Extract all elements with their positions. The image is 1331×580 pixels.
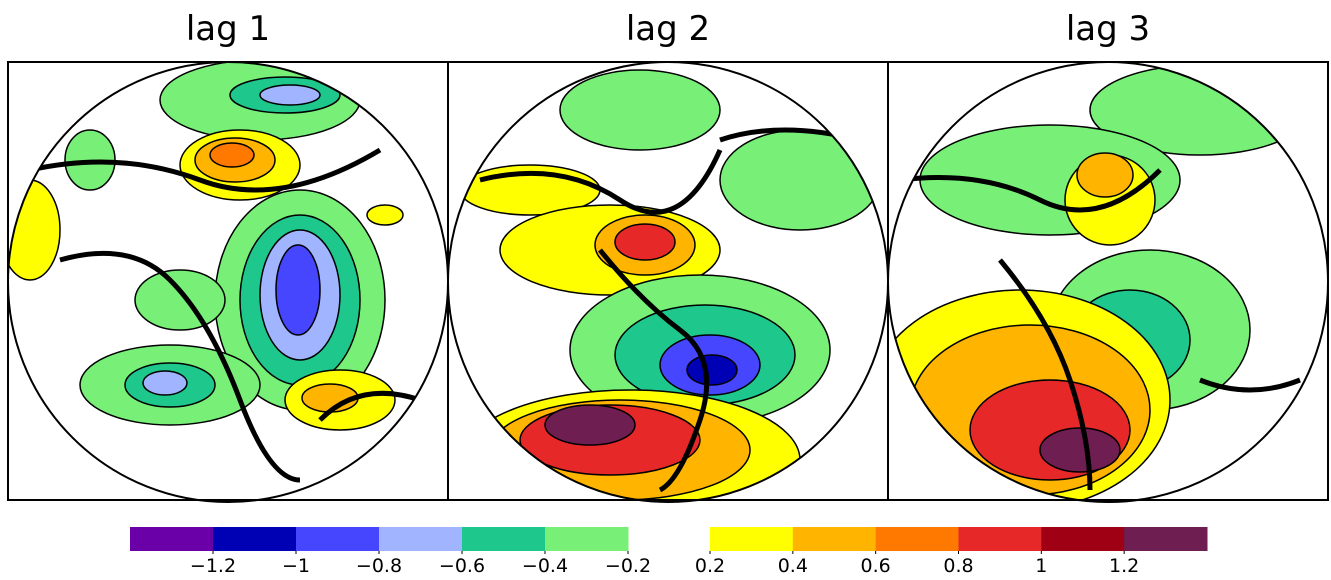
frames	[7, 61, 1329, 503]
tick-label: 0.6	[861, 555, 891, 577]
panel-title: lag 2	[626, 9, 710, 49]
tick-label: −0.4	[522, 555, 568, 577]
tick-label: −1	[282, 555, 310, 577]
color-segment	[1041, 527, 1125, 551]
color-segment	[379, 527, 463, 551]
color-segment	[958, 527, 1042, 551]
panel-title: lag 1	[186, 9, 270, 49]
tick-label: 0.8	[943, 555, 973, 577]
color-segment	[545, 527, 629, 551]
color-segment	[792, 527, 877, 551]
color-segment	[1124, 527, 1208, 551]
color-segment	[130, 527, 214, 551]
colorbar: −1.2 −1 −0.8 −0.6 −0.4 −0.2 0.2 0.4 0.6 0.8 1 1.2	[130, 527, 1208, 577]
tick-label: −0.6	[439, 555, 485, 577]
tick-label: 0.4	[778, 555, 808, 577]
map	[888, 64, 1311, 502]
tick-label: −1.2	[190, 555, 236, 577]
tick-label: −0.2	[605, 555, 651, 577]
tick-label: 0.2	[695, 555, 725, 577]
panel-title: lag 3	[1066, 9, 1150, 49]
map	[8, 62, 421, 483]
tick-label: 1	[1035, 555, 1047, 577]
color-segment	[462, 527, 546, 551]
tick-label: 1.2	[1109, 555, 1139, 577]
tick-label: −0.8	[356, 555, 402, 577]
color-segment	[875, 527, 959, 551]
color-segment	[710, 527, 794, 551]
color-segment	[296, 527, 380, 551]
color-segment	[213, 527, 297, 551]
map	[459, 69, 881, 502]
